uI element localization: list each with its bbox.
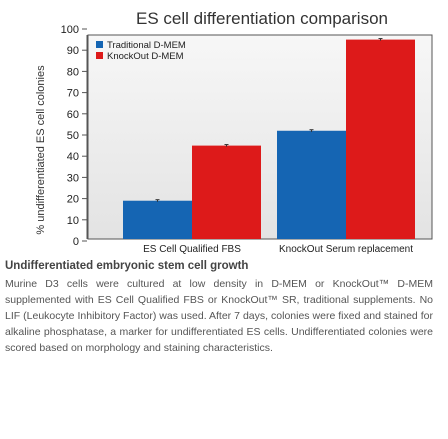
bar: [123, 200, 192, 239]
y-tick-label: 0: [73, 236, 79, 248]
caption-body: Murine D3 cells were cultured at low den…: [5, 278, 433, 354]
x-axis-labels: ES Cell Qualified FBS KnockOut Serum repl…: [143, 244, 413, 255]
y-axis-ticks: 0 10 20 30 40 50 60 70 80 90 100: [61, 24, 87, 248]
y-tick-label: 40: [67, 151, 79, 163]
x-category-label: KnockOut Serum replacement: [279, 244, 413, 255]
chart-title: ES cell differentiation comparison: [136, 9, 388, 28]
y-tick-label: 80: [67, 66, 79, 78]
y-tick-label: 70: [67, 88, 79, 100]
y-tick-label: 50: [67, 130, 79, 142]
legend-swatch: [96, 52, 103, 59]
y-axis-label: % undifferentiated ES cell colonies: [35, 65, 47, 235]
bar: [346, 39, 415, 239]
bar: [277, 130, 346, 239]
y-tick-label: 60: [67, 109, 79, 121]
y-tick-label: 10: [67, 215, 79, 227]
y-tick-label: 20: [67, 194, 79, 206]
legend-label: Traditional D-MEM: [107, 40, 186, 51]
legend-swatch: [96, 41, 103, 48]
bar: [192, 145, 261, 239]
y-tick-label: 100: [61, 24, 79, 36]
caption-title: Undifferentiated embryonic stem cell gro…: [5, 260, 249, 272]
x-category-label: ES Cell Qualified FBS: [143, 244, 241, 255]
y-tick-label: 90: [67, 45, 79, 57]
bars-group: [123, 38, 415, 239]
legend-label: KnockOut D-MEM: [107, 51, 184, 62]
y-tick-label: 30: [67, 172, 79, 184]
